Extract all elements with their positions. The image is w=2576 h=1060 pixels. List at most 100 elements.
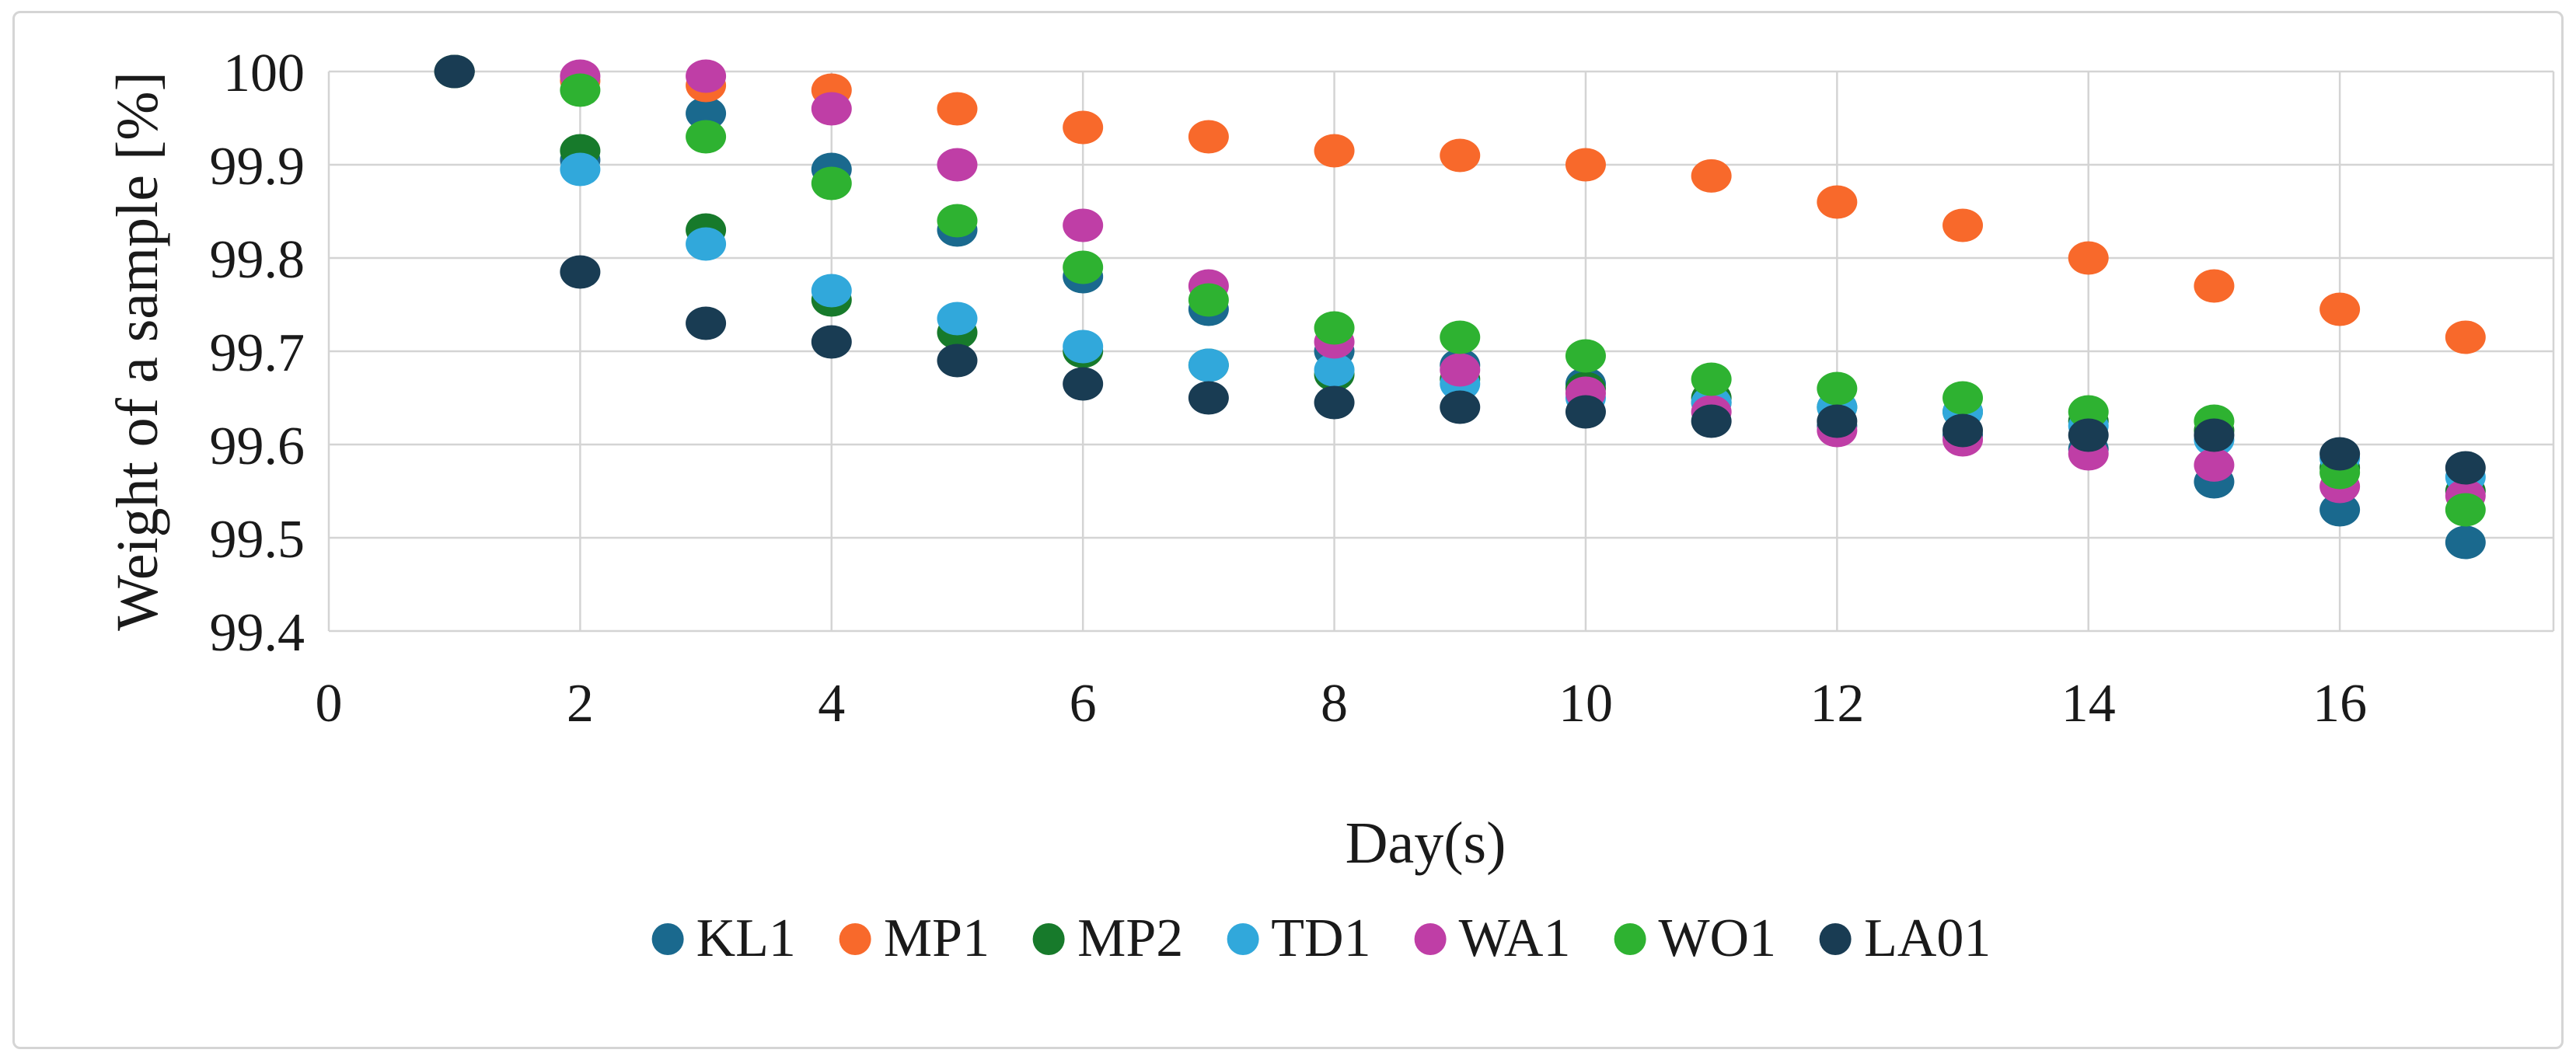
legend-item-KL1: KL1 [651, 908, 796, 968]
legend-label: WA1 [1458, 908, 1571, 968]
scatter-point-KL1 [686, 96, 727, 131]
scatter-point-TD1 [811, 274, 852, 308]
scatter-point-WO1 [1942, 381, 1984, 415]
scatter-point-LA01 [1188, 381, 1229, 415]
scatter-point-TD1 [937, 302, 978, 336]
legend-label: LA01 [1864, 908, 1991, 968]
legend-label: TD1 [1271, 908, 1371, 968]
scatter-point-WO1 [1314, 311, 1355, 345]
x-tick-label: 6 [1070, 674, 1097, 734]
x-tick-label: 16 [2312, 674, 2367, 734]
x-tick-label: 12 [1810, 674, 1864, 734]
y-tick-label: 99.6 [210, 417, 305, 476]
legend-marker-icon [1227, 922, 1259, 955]
scatter-point-WO1 [937, 204, 978, 238]
scatter-point-MP1 [1691, 159, 1732, 193]
scatter-point-MP1 [1942, 208, 1984, 242]
scatter-point-WO1 [1691, 362, 1732, 396]
x-tick-label: 14 [2061, 674, 2116, 734]
scatter-point-MP1 [937, 92, 978, 126]
scatter-point-WO1 [1188, 283, 1229, 317]
scatter-point-WO1 [2068, 395, 2109, 429]
scatter-point-WA1 [2194, 448, 2235, 482]
scatter-point-TD1 [560, 152, 601, 187]
scatter-point-MP1 [1440, 138, 1481, 173]
y-tick-label: 99.7 [210, 323, 305, 383]
scatter-point-LA01 [2194, 418, 2235, 452]
scatter-point-MP1 [1063, 110, 1104, 145]
legend-label: MP2 [1077, 908, 1184, 968]
scatter-point-TD1 [1188, 348, 1229, 382]
scatter-point-TD1 [686, 227, 727, 261]
legend-marker-icon [839, 922, 871, 955]
y-axis-title: Weight of a sample [%] [105, 71, 170, 631]
scatter-point-WO1 [1817, 371, 1858, 406]
scatter-point-WO1 [1440, 320, 1481, 354]
figure-panel [12, 11, 2564, 1049]
scatter-point-LA01 [1691, 404, 1732, 438]
legend-marker-icon [1414, 922, 1447, 955]
scatter-point-LA01 [2068, 418, 2109, 452]
scatter-point-LA01 [1817, 404, 1858, 438]
scatter-point-KL1 [2319, 493, 2361, 527]
scatter-point-LA01 [1942, 413, 1984, 448]
y-tick-label: 99.5 [210, 510, 305, 570]
scatter-point-WO1 [2445, 493, 2486, 527]
scatter-point-LA01 [811, 325, 852, 359]
x-tick-label: 4 [818, 674, 845, 734]
scatter-point-LA01 [2319, 437, 2361, 471]
scatter-point-MP1 [1314, 134, 1355, 168]
scatter-point-LA01 [1565, 395, 1606, 429]
x-tick-label: 10 [1559, 674, 1613, 734]
x-axis-title: Day(s) [1345, 811, 1506, 876]
x-tick-label: 0 [316, 674, 343, 734]
legend-item-WA1: WA1 [1414, 908, 1571, 968]
scatter-point-MP1 [2068, 241, 2109, 275]
scatter-point-WA1 [1440, 353, 1481, 387]
x-tick-label: 8 [1321, 674, 1348, 734]
scatter-point-MP1 [1817, 185, 1858, 219]
scatter-point-TD1 [1063, 330, 1104, 364]
scatter-point-LA01 [434, 54, 475, 89]
scatter-point-WA1 [1063, 208, 1104, 242]
scatter-point-LA01 [937, 343, 978, 378]
scatter-point-WA1 [686, 59, 727, 93]
chart-legend: KL1 MP1 MP2 TD1 WA1 WO1 LA01 [651, 905, 1991, 972]
scatter-point-LA01 [560, 255, 601, 289]
scatter-point-LA01 [686, 306, 727, 340]
scatter-point-WO1 [1063, 250, 1104, 284]
legend-marker-icon [651, 922, 684, 955]
scatter-point-TD1 [1314, 353, 1355, 387]
legend-item-MP1: MP1 [839, 912, 990, 966]
legend-marker-icon [1614, 922, 1646, 955]
scatter-point-MP1 [2319, 292, 2361, 326]
scatter-point-LA01 [1440, 390, 1481, 424]
y-tick-label: 99.9 [210, 137, 305, 197]
scatter-point-WA1 [937, 148, 978, 182]
scatter-point-MP1 [1188, 120, 1229, 154]
legend-marker-icon [1820, 922, 1852, 955]
legend-item-LA01: LA01 [1820, 912, 1991, 966]
scatter-point-LA01 [2445, 451, 2486, 485]
legend-marker-icon [1033, 922, 1066, 955]
y-tick-label: 99.4 [210, 603, 305, 663]
legend-label: WO1 [1658, 908, 1777, 968]
scatter-point-WO1 [1565, 339, 1606, 373]
legend-item-TD1: TD1 [1227, 908, 1371, 968]
scatter-point-MP1 [2194, 269, 2235, 303]
scatter-point-KL1 [2445, 525, 2486, 560]
scatter-point-WA1 [811, 92, 852, 126]
legend-label: MP1 [883, 908, 990, 968]
scatter-point-WO1 [811, 166, 852, 200]
scatter-point-LA01 [1063, 367, 1104, 401]
legend-item-WO1: WO1 [1614, 912, 1776, 966]
scatter-point-MP1 [2445, 320, 2486, 354]
scatter-point-WO1 [686, 120, 727, 154]
scatter-point-LA01 [1314, 385, 1355, 420]
x-tick-label: 2 [567, 674, 594, 734]
legend-item-MP2: MP2 [1033, 912, 1183, 966]
legend-label: KL1 [696, 908, 796, 968]
y-tick-label: 99.8 [210, 230, 305, 290]
y-tick-label: 100 [223, 44, 305, 103]
